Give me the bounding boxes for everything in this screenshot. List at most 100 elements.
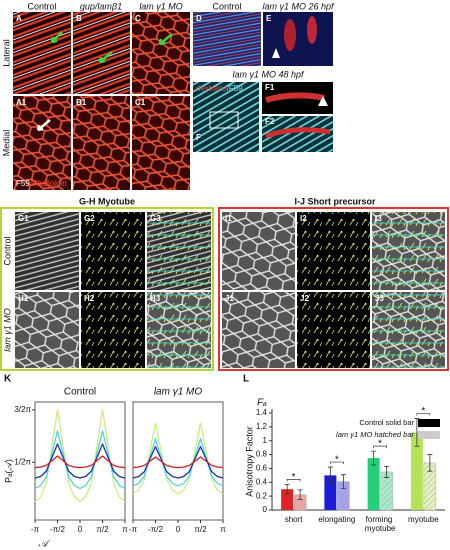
vector-overlay — [147, 212, 211, 290]
y-tick-label: 0.2 — [256, 491, 268, 500]
row-label: Control — [2, 236, 12, 265]
y-axis-label: Pₐ(𝒜) — [3, 459, 13, 483]
panel-title: Control — [212, 1, 241, 11]
x-tick-label: π/2 — [194, 525, 207, 534]
middle: G-H Myotube I-J Short precursor Control … — [0, 196, 449, 371]
significance-bracket — [416, 413, 431, 416]
cell — [284, 19, 296, 51]
y-tick-label: 3/2π — [14, 405, 31, 414]
x-tick-label: myotube — [408, 515, 439, 524]
panel-label: A1 — [16, 98, 27, 107]
y-axis-label: Anisotropy Factor — [244, 426, 254, 497]
micrograph — [15, 292, 79, 368]
micrograph — [222, 212, 295, 290]
stain: /F59 — [227, 84, 244, 93]
x-tick-label: π/2 — [96, 525, 109, 534]
panel-label: F — [196, 133, 201, 142]
y-tick-label: 1.4 — [256, 408, 268, 417]
x-tick-label: 0 — [78, 525, 83, 534]
fiber — [265, 127, 331, 139]
error-bar — [327, 466, 333, 485]
arrow — [50, 31, 63, 44]
micrograph — [132, 96, 190, 190]
micrograph — [132, 12, 190, 94]
row-label: Medial — [1, 130, 11, 157]
line-series — [132, 422, 224, 495]
panel-label: A — [16, 14, 22, 23]
micrograph — [13, 96, 71, 190]
x-tick-label: short — [285, 515, 304, 524]
stain: F59 — [16, 179, 30, 188]
x-tick-label: 0 — [176, 525, 181, 534]
panel-label: J1 — [225, 294, 234, 303]
micrograph — [73, 12, 130, 94]
panel-label: I2 — [300, 214, 307, 223]
top-right: Control lam γ1 MO 26 hpf D E lam γ1 MO 4… — [193, 1, 335, 152]
panel-title: lam γ1 MO 26 hpf — [262, 1, 335, 11]
arrow — [158, 33, 173, 46]
arrowhead — [272, 48, 280, 58]
micrograph — [15, 212, 79, 290]
micrograph — [193, 12, 261, 66]
arrowhead — [318, 96, 328, 106]
bar — [324, 475, 337, 510]
micrograph — [222, 292, 295, 368]
error-bar — [414, 418, 420, 447]
panel-label: D — [196, 14, 202, 23]
line-series — [34, 443, 126, 479]
chart-title: Control — [64, 387, 96, 398]
inset-box — [209, 111, 239, 129]
panel-label: B — [76, 14, 82, 23]
significance-bracket — [286, 479, 301, 482]
panel-label: G2 — [84, 214, 95, 223]
significance-bracket — [330, 461, 344, 465]
stain: /Phalloidin — [30, 179, 67, 188]
stain-legend: dextrans/F59 — [196, 84, 243, 93]
error-bar — [427, 454, 433, 472]
vector-field — [297, 212, 370, 290]
vector-field — [297, 292, 370, 368]
line-series — [34, 409, 126, 503]
significance-star: * — [421, 406, 425, 417]
stain: dextrans — [196, 84, 227, 93]
legend-swatch — [418, 419, 440, 427]
panel-label: H2 — [84, 294, 95, 303]
line-series — [34, 430, 126, 490]
chart-title: lam γ1 MO — [154, 387, 203, 398]
vector-overlay — [147, 292, 211, 368]
arrow — [36, 119, 51, 132]
significance-star: * — [335, 455, 339, 466]
line-series — [132, 438, 224, 487]
panel-label: B1 — [76, 98, 87, 107]
column-header: gup/lamβ1 — [80, 1, 122, 11]
legend-label: lam γ1 MO hatched bar — [336, 430, 414, 439]
panel-label: C — [135, 14, 141, 23]
group-title: G-H Myotube — [79, 196, 135, 206]
x-tick-label: -π — [31, 525, 40, 534]
group-title: I-J Short precursor — [294, 196, 376, 206]
panel-label: J2 — [300, 294, 309, 303]
top-left: Control gup/lamβ1 lam γ1 MO Lateral Medi… — [1, 1, 228, 190]
panel-label: I3 — [375, 214, 382, 223]
panel-label: H3 — [150, 294, 161, 303]
error-bar — [284, 483, 290, 495]
vector-overlay — [372, 212, 445, 290]
y-tick-label: 0.8 — [256, 450, 268, 459]
plot-frame — [34, 401, 126, 521]
panel-label: H1 — [18, 294, 29, 303]
panel-label: I1 — [225, 214, 232, 223]
panel-label: K — [4, 374, 12, 385]
y-axis-symbol: Fₐ — [257, 398, 267, 409]
x-tick-label: -π — [129, 525, 138, 534]
micrograph — [73, 96, 130, 190]
error-bar — [340, 474, 346, 489]
panel-label: C1 — [135, 98, 146, 107]
label-line: myotube — [365, 524, 396, 533]
panel-label: G3 — [150, 214, 161, 223]
x-tick-label: forming myotube — [365, 515, 396, 533]
x-tick-label: -π/2 — [148, 525, 163, 534]
micrograph — [13, 12, 71, 94]
x-tick-label: -π/2 — [50, 525, 65, 534]
column-header: Control — [27, 1, 56, 11]
y-tick-label: 1 — [263, 436, 268, 445]
